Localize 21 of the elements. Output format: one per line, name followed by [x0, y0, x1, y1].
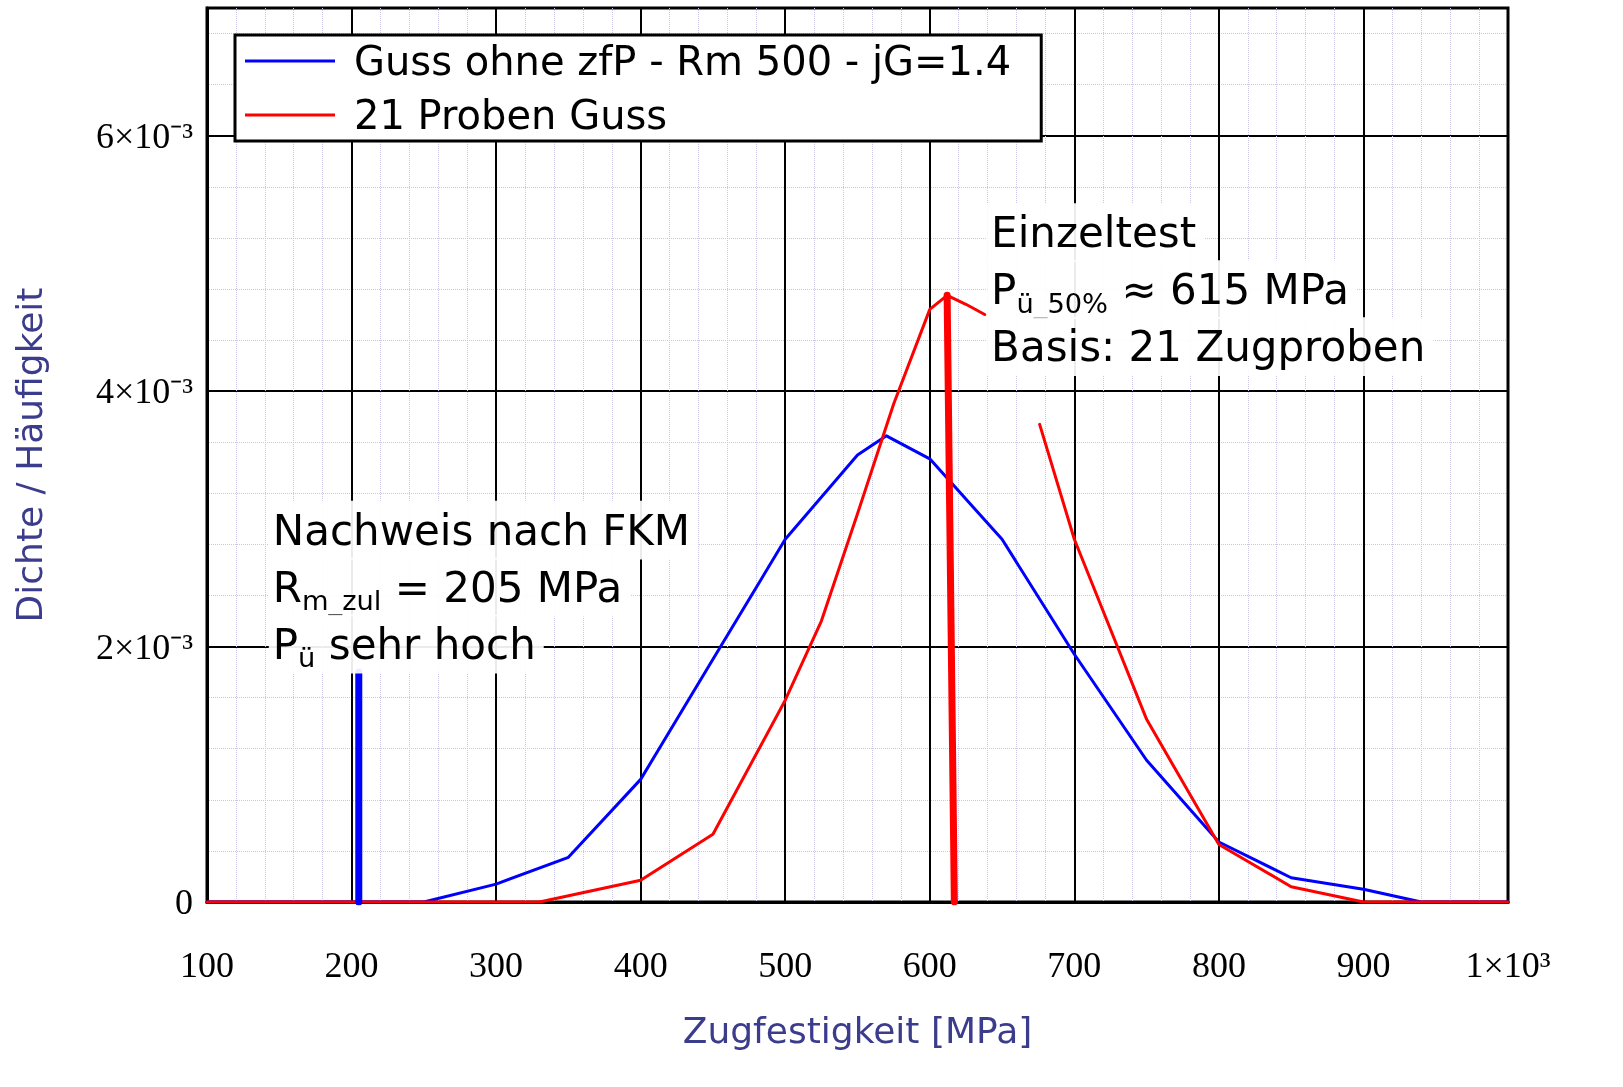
annotation: Nachweis nach FKM [272, 505, 691, 555]
y-axis-title: Dichte / Häufigkeit [8, 287, 50, 623]
x-tick-label: 400 [613, 945, 668, 986]
x-tick-label: 200 [324, 945, 379, 986]
x-tick-label: 700 [1047, 945, 1102, 986]
x-axis-title: Zugfestigkeit [MPa] [682, 1009, 1033, 1051]
y-tick-label: 6×10⁻³ [95, 115, 194, 156]
x-tick-label: 100 [180, 945, 234, 986]
x-tick-label: 900 [1336, 945, 1391, 986]
y-tick-label: 4×10⁻³ [95, 371, 194, 412]
x-tick-label: 800 [1191, 945, 1246, 986]
legend-label: 21 Proben Guss [354, 92, 668, 138]
legend-label: Guss ohne zfP - Rm 500 - jG=1.4 [354, 38, 1012, 84]
x-tick-label: 1×10³ [1465, 945, 1551, 986]
annotation: Einzeltest [991, 208, 1197, 258]
annotation: Basis: 21 Zugproben [991, 322, 1426, 372]
x-tick-label: 300 [469, 945, 524, 986]
y-tick-label: 0 [175, 882, 193, 922]
x-tick-label: 500 [758, 945, 813, 986]
x-tick-label: 600 [902, 945, 957, 986]
y-tick-label: 2×10⁻³ [95, 626, 194, 667]
